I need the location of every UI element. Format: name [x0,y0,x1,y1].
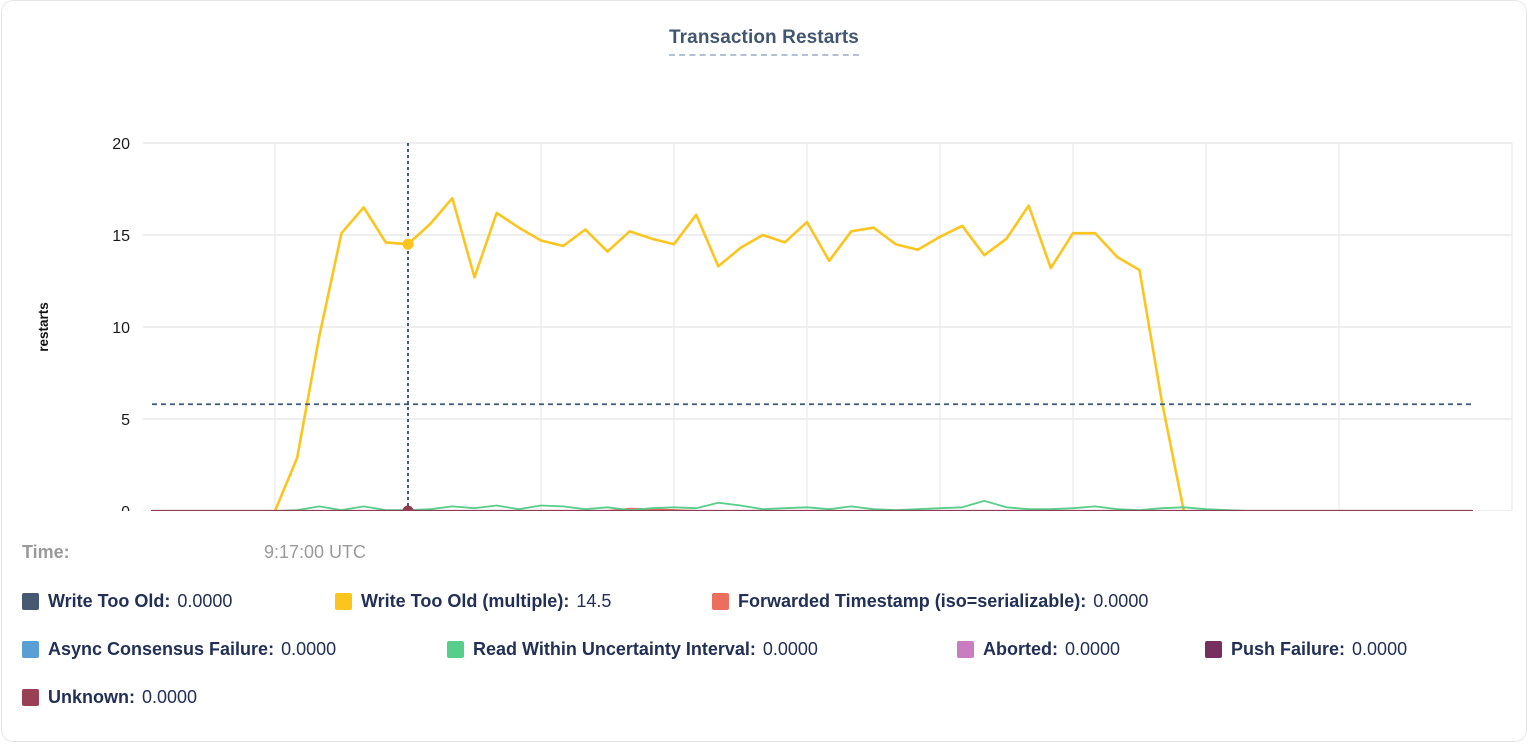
legend-label: Unknown: [48,686,135,707]
legend-value: 0.0000 [762,638,818,659]
series-color-swatch-forwarded-timestamp [712,592,729,610]
legend-item-unknown: Unknown: 0.0000 [22,686,197,708]
legend-label: Read Within Uncertainty Interval: [473,638,756,659]
y-axis-label: restarts [36,302,51,352]
legend-label: Aborted: [983,638,1058,659]
legend-label: Write Too Old (multiple): [361,590,570,611]
legend-item-forwarded-timestamp: Forwarded Timestamp (iso=serializable): 0… [712,590,1148,612]
hover-time-label: Time: [22,542,70,562]
legend-value: 0.0000 [177,590,233,611]
legend-label: Async Consensus Failure: [48,638,275,659]
legend-label: Forwarded Timestamp (iso=serializable): [738,590,1087,611]
chart-title[interactable]: Transaction Restarts [669,27,859,56]
legend-item-read-within-uncertainty-interval: Read Within Uncertainty Interval: 0.0000 [447,638,818,660]
legend-item-async-consensus-failure: Async Consensus Failure: 0.0000 [22,638,336,660]
series-line-write-too-old-multiple [273,196,1186,513]
legend-value: 0.0000 [142,686,198,707]
legend-value: 14.5 [576,590,612,611]
y-tick-label: 10 [112,320,130,337]
series-line-read-within-uncertainty-interval [274,499,1473,512]
legend-value: 0.0000 [1093,590,1149,611]
series-color-swatch-write-too-old-multiple [335,592,352,610]
legend-label: Write Too Old: [48,590,171,611]
series-color-swatch-read-within-uncertainty-interval [447,640,464,658]
series-color-swatch-write-too-old [22,592,39,610]
y-tick-label: 0 [121,504,130,511]
legend-value: 0.0000 [281,638,337,659]
crosshair-dot-write-too-old-multiple [402,238,414,250]
y-tick-label: 20 [112,136,130,153]
crosshair-dot-unknown [402,505,414,517]
legend-value: 0.0000 [1065,638,1121,659]
legend-item-push-failure: Push Failure: 0.0000 [1205,638,1407,660]
series-color-swatch-push-failure [1205,640,1222,658]
series-color-swatch-async-consensus-failure [22,640,39,658]
hover-time-value: 9:17:00 UTC [264,542,367,562]
legend-item-write-too-old: Write Too Old: 0.0000 [22,590,232,612]
y-tick-label: 15 [112,228,130,245]
series-color-swatch-aborted [957,640,974,658]
line-chart[interactable]: 051015209:169:179:189:199:209:219:229:23… [2,61,1527,551]
legend-row: Write Too Old: 0.0000 Write Too Old (multi… [2,590,1526,614]
series-color-swatch-unknown [22,688,39,706]
chart-header: Transaction Restarts [2,27,1526,56]
legend-row: Async Consensus Failure: 0.0000 Read Withi… [2,638,1526,662]
legend-row: Unknown: 0.0000 [2,686,1526,710]
legend-item-write-too-old-multiple: Write Too Old (multiple): 14.5 [335,590,611,612]
legend-item-aborted: Aborted: 0.0000 [957,638,1120,660]
chart-canvas[interactable]: 051015209:169:179:189:199:209:219:229:23… [2,61,1527,551]
y-tick-label: 5 [121,412,130,429]
legend-value: 0.0000 [1352,638,1408,659]
legend-label: Push Failure: [1231,638,1346,659]
hover-time-row: Time: 9:17:00 UTC [2,542,1526,566]
